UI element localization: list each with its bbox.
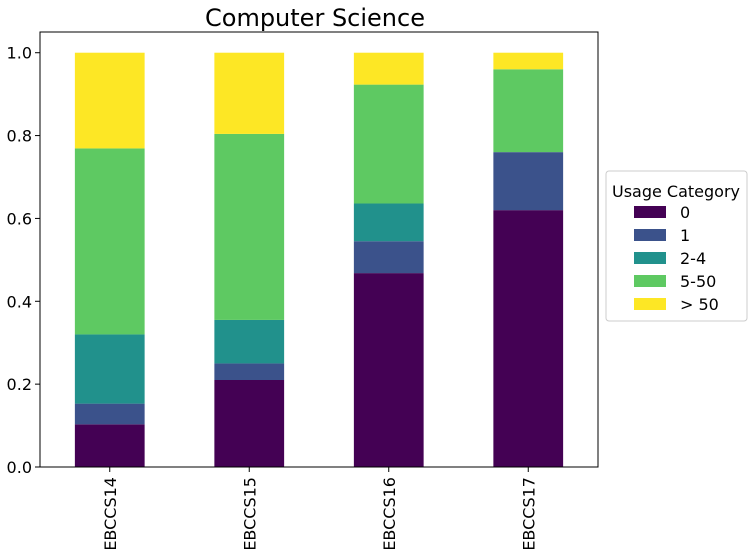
legend-label: 2-4 <box>680 249 706 268</box>
bar-ebccs16-series-0 <box>353 273 424 467</box>
x-axis: EBCCS14 EBCCS15 EBCCS16 EBCCS17 <box>101 467 538 551</box>
legend-label: 1 <box>680 226 690 245</box>
bar-ebccs15-series-0 <box>214 380 285 467</box>
chart-title: Computer Science <box>205 4 425 32</box>
bar-ebccs16-series-3 <box>353 84 424 204</box>
legend-swatch <box>634 252 666 264</box>
legend-swatch <box>634 275 666 287</box>
bar-ebccs17-series-4 <box>493 52 564 70</box>
legend-label: 5-50 <box>680 272 716 291</box>
bar-ebccs14-series-0 <box>74 424 145 467</box>
bar-ebccs14-series-3 <box>74 148 145 335</box>
bar-ebccs14-series-4 <box>74 52 145 149</box>
y-tick-label: 0.2 <box>7 375 32 394</box>
legend-title: Usage Category <box>612 182 740 201</box>
bar-ebccs17-series-3 <box>493 69 564 153</box>
bar-ebccs17-series-0 <box>493 210 564 467</box>
y-axis: 0.0 0.2 0.4 0.6 0.8 1.0 <box>7 44 40 477</box>
bars-group <box>74 52 564 467</box>
plot-frame <box>39 31 599 468</box>
y-tick-label: 0.6 <box>7 209 32 228</box>
y-tick-label: 0.4 <box>7 292 32 311</box>
bar-ebccs16-series-4 <box>353 52 424 85</box>
y-tick-label: 0.0 <box>7 458 32 477</box>
bar-ebccs14-series-2 <box>74 334 145 404</box>
x-tick-label: EBCCS16 <box>380 477 399 551</box>
y-tick-label: 1.0 <box>7 44 32 63</box>
legend-label: > 50 <box>680 295 719 314</box>
x-tick-label: EBCCS15 <box>240 477 259 551</box>
legend-swatch <box>634 298 666 310</box>
legend-label: 0 <box>680 203 690 222</box>
legend-swatch <box>634 206 666 218</box>
x-tick-label: EBCCS14 <box>101 477 120 551</box>
legend-swatch <box>634 229 666 241</box>
x-tick-label: EBCCS17 <box>519 477 538 551</box>
bar-ebccs16-series-2 <box>353 203 424 242</box>
y-tick-label: 0.8 <box>7 127 32 146</box>
legend: Usage Category 0 1 2-4 5-50 > 50 <box>605 170 748 322</box>
bar-ebccs14-series-1 <box>74 403 145 425</box>
bar-ebccs15-series-4 <box>214 52 285 134</box>
bar-ebccs16-series-1 <box>353 241 424 274</box>
bar-ebccs15-series-2 <box>214 319 285 364</box>
bar-ebccs15-series-3 <box>214 133 285 320</box>
bar-ebccs15-series-1 <box>214 363 285 380</box>
bar-ebccs17-series-1 <box>493 152 564 211</box>
